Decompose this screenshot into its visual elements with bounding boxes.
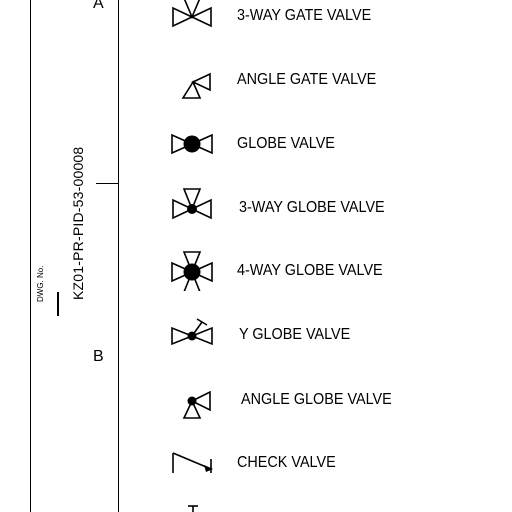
legend-label: 3-WAY GLOBE VALVE	[239, 199, 385, 216]
legend-label: ANGLE GLOBE VALVE	[241, 391, 392, 408]
drawing-number: KZ01-PR-PID-53-00008	[70, 146, 86, 300]
frame-border-left	[30, 0, 31, 512]
legend-row-y-globe-valve: Y GLOBE VALVE	[160, 315, 500, 355]
legend-label: 3-WAY GATE VALVE	[237, 7, 372, 24]
legend-row-globe-valve: GLOBE VALVE	[160, 124, 500, 164]
legend-label: 4-WAY GLOBE VALVE	[237, 262, 383, 279]
globe-valve-icon	[171, 133, 213, 155]
legend-row-3-way-globe-valve: 3-WAY GLOBE VALVE	[160, 188, 500, 228]
legend-row-check-valve: CHECK VALVE	[160, 443, 500, 483]
drawing-number-bar	[57, 292, 59, 316]
frame-border-right	[118, 0, 119, 512]
angle-gate-valve-icon	[181, 72, 211, 99]
three-way-globe-valve-icon	[172, 188, 212, 220]
zone-label-b: B	[93, 348, 104, 365]
legend-row-angle-gate-valve: ANGLE GATE VALVE	[160, 60, 500, 100]
check-valve-icon	[172, 452, 213, 473]
legend-label: ANGLE GATE VALVE	[237, 71, 377, 88]
legend-row-angle-globe-valve: ANGLE GLOBE VALVE	[160, 380, 500, 420]
y-globe-valve-icon	[171, 318, 213, 346]
drawing-number-caption: DWG. No.	[36, 265, 45, 302]
legend-label: CHECK VALVE	[237, 454, 336, 471]
zone-divider-tick	[96, 183, 118, 184]
legend-row-4-way-globe-valve: 4-WAY GLOBE VALVE	[160, 251, 500, 291]
legend-label: GLOBE VALVE	[237, 135, 335, 152]
legend-label: Y GLOBE VALVE	[239, 326, 351, 343]
four-way-globe-valve-icon	[171, 251, 213, 291]
zone-label-a: A	[93, 0, 104, 12]
angle-globe-valve-icon	[182, 390, 211, 419]
legend-row-3-way-gate-valve: 3-WAY GATE VALVE	[160, 0, 500, 36]
next-symbol-stub-icon	[188, 505, 198, 512]
three-way-gate-valve-icon	[172, 0, 212, 28]
